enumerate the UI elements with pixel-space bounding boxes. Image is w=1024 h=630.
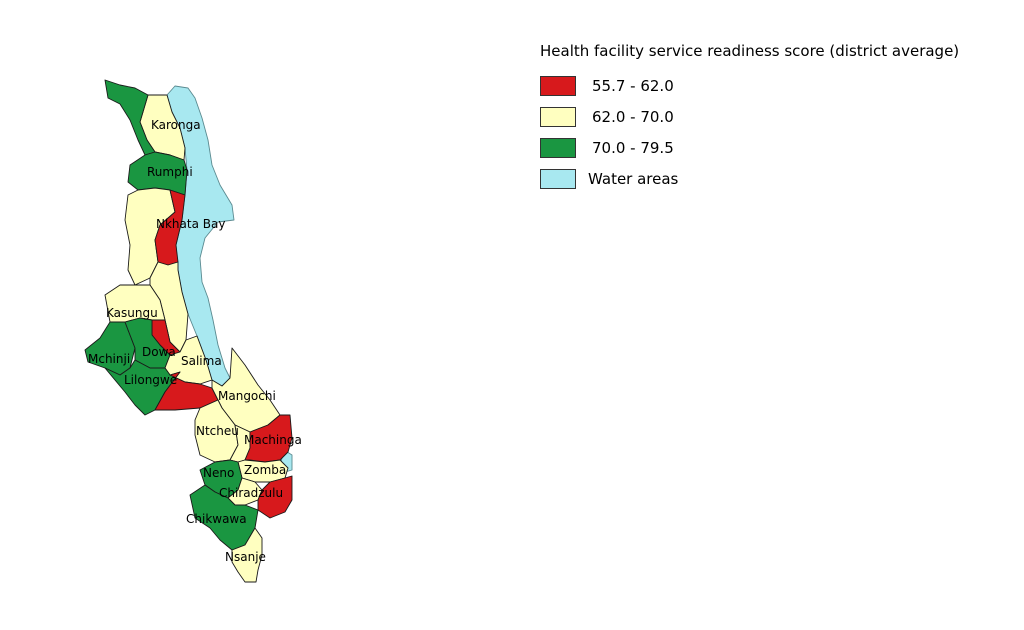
label-mchinji: Mchinji xyxy=(88,352,130,366)
legend-item-low: 55.7 - 62.0 xyxy=(540,70,1010,101)
malawi-district-map: Karonga Rumphi Nkhata Bay Kasungu Mchinj… xyxy=(84,79,302,583)
legend-item-high: 70.0 - 79.5 xyxy=(540,132,1010,163)
district-mulanje[interactable] xyxy=(257,475,293,519)
label-karonga: Karonga xyxy=(151,118,201,132)
legend-swatch-water xyxy=(540,168,576,189)
label-mangochi: Mangochi xyxy=(218,389,276,403)
label-kasungu: Kasungu xyxy=(106,306,158,320)
district-chikwawa[interactable] xyxy=(189,484,259,551)
legend-swatch-low xyxy=(540,75,576,96)
label-zomba: Zomba xyxy=(244,463,286,477)
label-neno: Neno xyxy=(203,466,234,480)
legend-item-water: Water areas xyxy=(540,163,1010,194)
label-nkhatabay: Nkhata Bay xyxy=(156,217,225,231)
label-machinga: Machinga xyxy=(244,433,302,447)
label-salima: Salima xyxy=(181,354,222,368)
legend-title: Health facility service readiness score … xyxy=(540,42,960,60)
label-chiradzulu: Chiradzulu xyxy=(219,486,283,500)
legend-item-mid: 62.0 - 70.0 xyxy=(540,101,1010,132)
label-lilongwe: Lilongwe xyxy=(124,373,177,387)
legend-swatch-mid xyxy=(540,106,576,127)
legend-label-high: 70.0 - 79.5 xyxy=(592,138,674,157)
legend-label-water: Water areas xyxy=(588,169,679,188)
legend-label-low: 55.7 - 62.0 xyxy=(592,76,674,95)
legend-label-mid: 62.0 - 70.0 xyxy=(592,107,674,126)
label-dowa: Dowa xyxy=(142,345,176,359)
map-legend: Health facility service readiness score … xyxy=(540,42,1010,194)
legend-swatch-high xyxy=(540,137,576,158)
district-nsanje[interactable] xyxy=(231,527,263,583)
label-rumphi: Rumphi xyxy=(147,165,193,179)
district-rumphi[interactable] xyxy=(127,151,188,196)
district-machinga[interactable] xyxy=(244,414,293,463)
label-nsanje: Nsanje xyxy=(225,550,266,564)
label-ntcheu: Ntcheu xyxy=(196,424,239,438)
district-mchinji[interactable] xyxy=(84,321,136,376)
label-chikwawa: Chikwawa xyxy=(186,512,247,526)
